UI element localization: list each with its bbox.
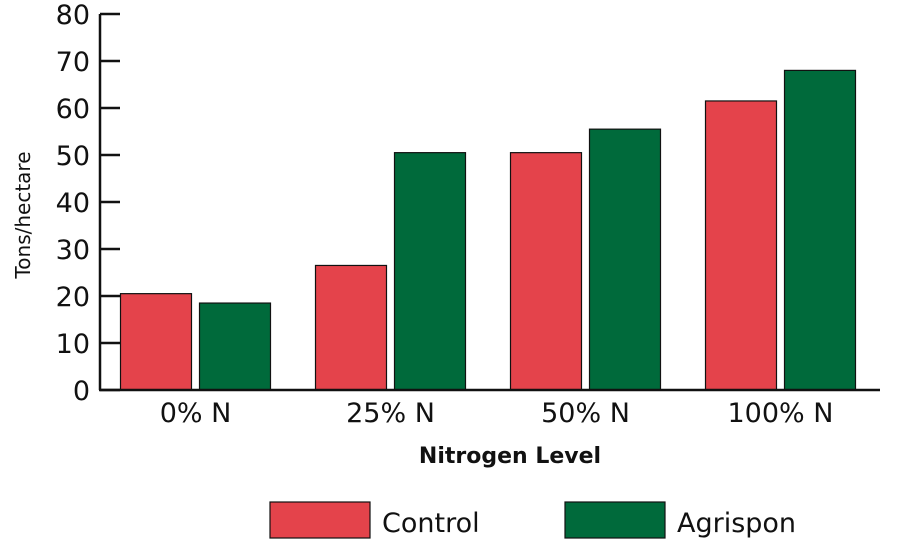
legend-swatch-agrispon <box>564 501 666 539</box>
bars <box>119 69 857 391</box>
legend-label-agrispon: Agrispon <box>677 508 796 539</box>
y-axis-title: Tons/hectare <box>11 151 35 279</box>
x-axis-tick-labels: 0% N 25% N 50% N 100% N <box>160 398 834 429</box>
y-tick-label: 10 <box>56 329 90 360</box>
x-tick-label: 50% N <box>541 398 630 429</box>
bar-control-1 <box>314 264 388 391</box>
x-axis-title: Nitrogen Level <box>419 444 601 469</box>
legend-label-control: Control <box>382 508 480 539</box>
y-tick-label: 40 <box>56 188 90 219</box>
bar-agrispon-1 <box>393 152 467 391</box>
y-tick-label: 0 <box>73 376 90 407</box>
y-tick-label: 20 <box>56 282 90 313</box>
bar-control-3 <box>704 100 778 391</box>
x-tick-label: 0% N <box>160 398 232 429</box>
bar-control-2 <box>509 152 583 391</box>
y-tick-label: 60 <box>56 94 90 125</box>
y-tick-label: 50 <box>56 141 90 172</box>
x-tick-label: 100% N <box>728 398 834 429</box>
x-tick-label: 25% N <box>346 398 435 429</box>
bar-agrispon-3 <box>783 69 857 391</box>
y-tick-label: 30 <box>56 235 90 266</box>
y-tick-label: 80 <box>56 0 90 31</box>
bar-control-0 <box>119 293 193 391</box>
legend-swatch-control <box>269 501 371 539</box>
bar-agrispon-2 <box>588 128 662 391</box>
legend: Control Agrispon <box>269 501 796 539</box>
y-tick-label: 70 <box>56 47 90 78</box>
bar-agrispon-0 <box>198 302 272 391</box>
y-axis-ticks: 0 10 20 30 40 50 60 70 80 <box>56 0 120 407</box>
